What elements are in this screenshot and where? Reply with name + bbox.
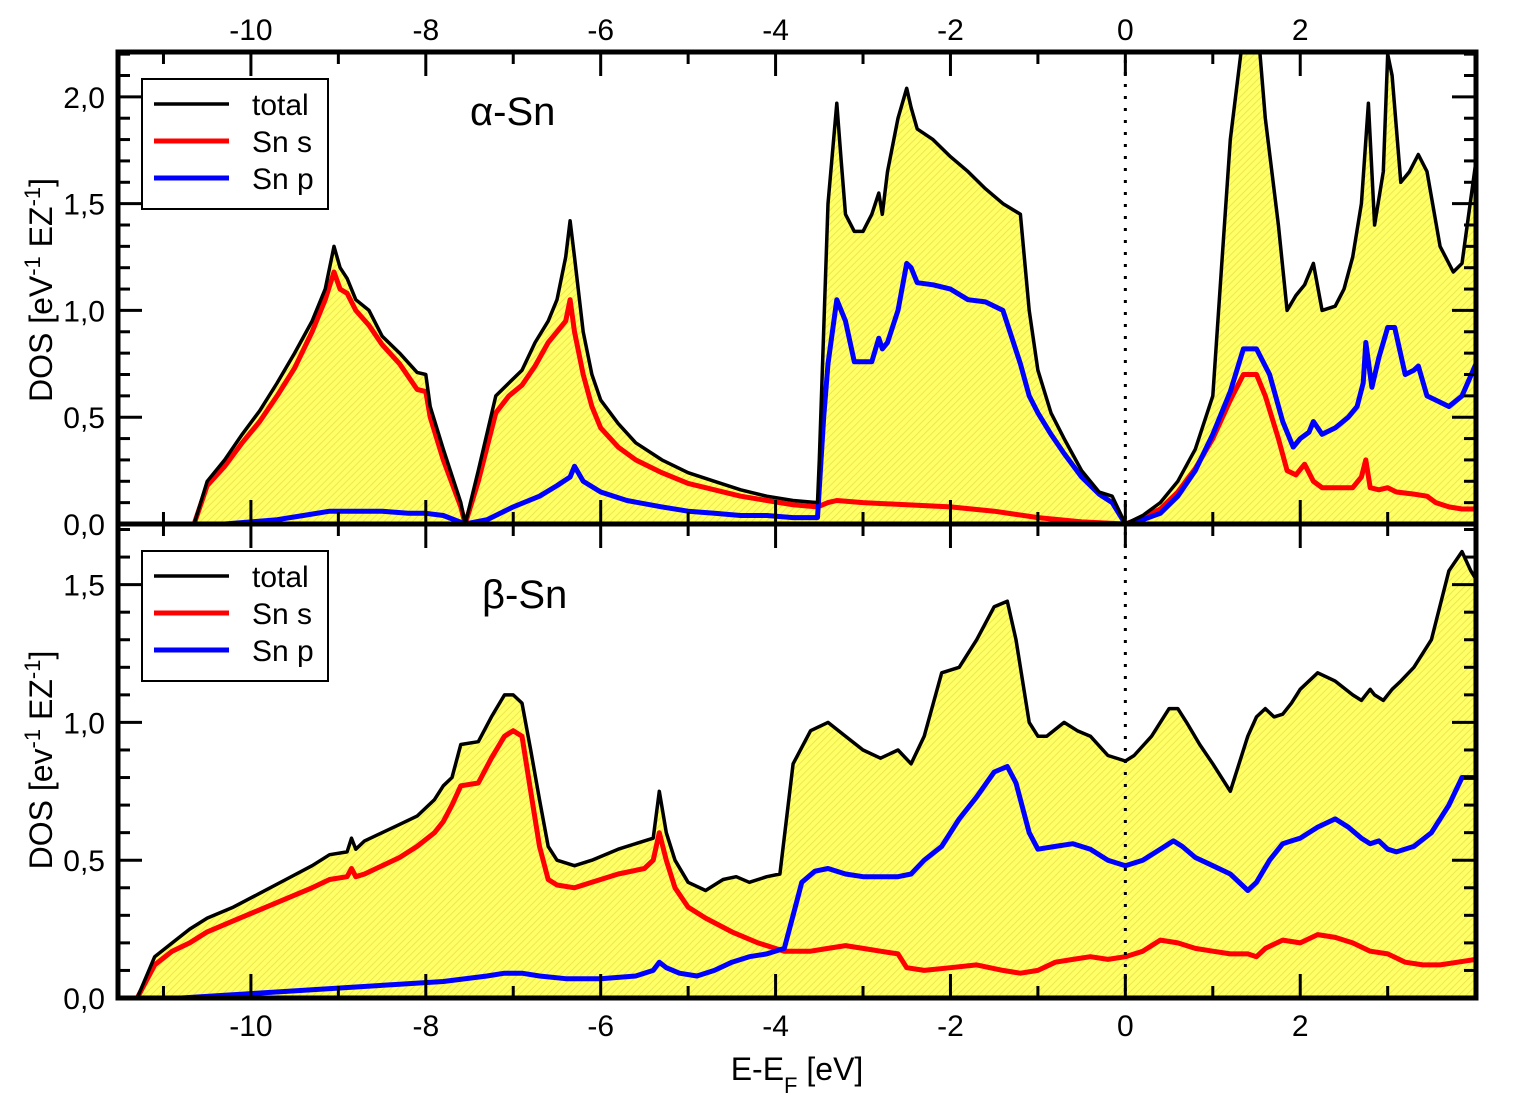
x-tick-labels-top: -10 -8 -6 -4 -2 0 2 [229,14,1308,47]
fill-area-beta [137,551,1476,998]
x-axis-title: E-EF [eV] [731,1051,864,1098]
x-tick-label-top: -6 [587,14,614,47]
series-line-sn-s-beta [134,728,1476,998]
x-tick-label-top: 2 [1292,14,1309,47]
x-axis-title-unit: [eV] [797,1051,863,1087]
panel-title-alpha: α-Sn [470,90,555,134]
x-tick-label-bottom: -10 [229,1010,272,1043]
series-line-sn-s-alpha [191,269,1476,524]
y-axis-title-beta: DOS [ev-1 EZ-1] [20,651,60,870]
total-fill-alpha [194,52,1476,524]
legend-label-sn-s: Sn s [252,126,312,159]
frame-beta [115,521,1479,1001]
x-tick-label-bottom: 2 [1292,1010,1309,1043]
series-line-total-beta [135,549,1476,998]
x-tick-label-bottom: -6 [587,1010,614,1043]
panel-title-beta: β-Sn [482,573,567,617]
y-axis-title-part: DOS [eV [23,275,59,402]
x-tick-label-bottom: -2 [937,1010,964,1043]
series-line-total-alpha [192,52,1476,524]
y-axis-title-part: ] [23,651,59,660]
fill-area-alpha [194,52,1476,524]
legend-beta: total Sn s Sn p [141,550,329,682]
y-axis-title-part: EZ [23,679,59,729]
panel-alpha-sn: 0,0 0,5 1,0 1,5 2,0 total Sn s Sn p α-Sn DOS [… [20,52,1476,542]
series-line-sn-p-alpha [194,260,1476,524]
legend-label-total: total [252,561,309,594]
x-tick-label-top: 0 [1117,14,1134,47]
y-axis-title-part: -1 [20,187,45,207]
x-axis-title-sub: F [784,1073,797,1098]
legend-box [141,78,329,210]
x-tick-label-top: -4 [762,14,789,47]
x-tick-label-top: -8 [412,14,439,47]
y-axis-title-alpha: DOS [eV-1 EZ-1] [20,178,60,402]
y-tick-label: 2,0 [63,82,105,115]
legend-box [141,550,329,682]
legend-label-total: total [252,89,309,122]
series-lines-beta [134,549,1476,998]
y-axis-title-part: -1 [20,729,45,749]
y-axis-title-part: DOS [ev [23,748,59,869]
y-axis-title-part: -1 [20,256,45,276]
total-fill-beta [137,551,1476,998]
legend-alpha: total Sn s Sn p [141,78,329,210]
x-tick-label-bottom: 0 [1117,1010,1134,1043]
y-tick-label: 0,0 [63,983,105,1016]
x-tick-labels-bottom: -10 -8 -6 -4 -2 0 2 [229,1010,1308,1043]
y-tick-label: 0,5 [63,402,105,435]
y-tick-label: 1,5 [63,189,105,222]
series-line-sn-p-beta [137,764,1476,998]
y-tick-label: 1,0 [63,707,105,740]
x-tick-label-bottom: -4 [762,1010,789,1043]
y-axis-title-part: -1 [20,660,45,680]
x-tick-label-top: -2 [937,14,964,47]
y-tick-labels-alpha: 0,0 0,5 1,0 1,5 2,0 [63,82,105,542]
y-tick-label: 1,0 [63,295,105,328]
y-axis-title-part: EZ [23,206,59,256]
x-tick-label-top: -10 [229,14,272,47]
legend-label-sn-p: Sn p [252,635,314,668]
y-axis-title-part: ] [23,178,59,187]
x-axis-title-main: E-E [731,1051,784,1087]
x-tick-label-bottom: -8 [412,1010,439,1043]
legend-label-sn-s: Sn s [252,598,312,631]
legend-label-sn-p: Sn p [252,163,314,196]
y-tick-label: 0,5 [63,845,105,878]
y-tick-labels-beta: 0,0 0,5 1,0 1,5 [63,570,105,1016]
y-tick-label: 1,5 [63,570,105,603]
y-tick-label: 0,0 [63,509,105,542]
series-lines-alpha [191,52,1476,524]
